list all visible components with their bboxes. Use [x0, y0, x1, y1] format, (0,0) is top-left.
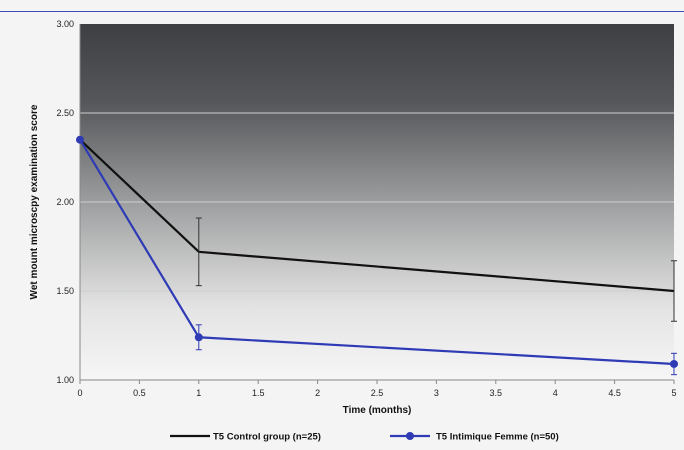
series-layer: [76, 135, 678, 376]
x-tick-label: 0.5: [133, 388, 146, 398]
top-rule: [0, 11, 684, 12]
x-axis-title: Time (months): [343, 405, 412, 416]
x-tick-label: 2: [315, 388, 320, 398]
data-point: [194, 333, 203, 342]
x-tick-label: 3: [434, 388, 439, 398]
legend-label: T5 Intimique Femme (n=50): [436, 432, 559, 443]
legend-label: T5 Control group (n=25): [213, 432, 321, 443]
axis-layer: 1.00 1.50 2.00 2.50 3.00 0 0.5 1 1.5 2 2.5 3 3.5 4 4.5…: [56, 19, 676, 398]
x-tick-label: 2.5: [371, 388, 384, 398]
x-tick-label: 4: [553, 388, 558, 398]
x-tick-label: 1.5: [252, 388, 265, 398]
x-tick-label: 1: [196, 388, 201, 398]
legend: T5 Control group (n=25) T5 Intimique Femm…: [170, 432, 559, 443]
data-point: [76, 135, 84, 144]
x-tick-label: 3.5: [490, 388, 503, 398]
y-tick-label: 1.00: [56, 375, 74, 385]
data-point: [670, 359, 678, 368]
x-tick-label: 0: [77, 388, 82, 398]
y-tick-label: 1.50: [56, 286, 74, 296]
y-tick-label: 2.50: [56, 108, 74, 118]
y-axis-title: Wet mount microscpy examination score: [29, 104, 40, 299]
y-tick-label: 3.00: [56, 19, 74, 29]
legend-marker: [406, 432, 414, 440]
x-tick-label: 5: [671, 388, 676, 398]
y-tick-label: 2.00: [56, 197, 74, 207]
grid-layer: [80, 112, 674, 292]
x-tick-label: 4.5: [608, 388, 621, 398]
